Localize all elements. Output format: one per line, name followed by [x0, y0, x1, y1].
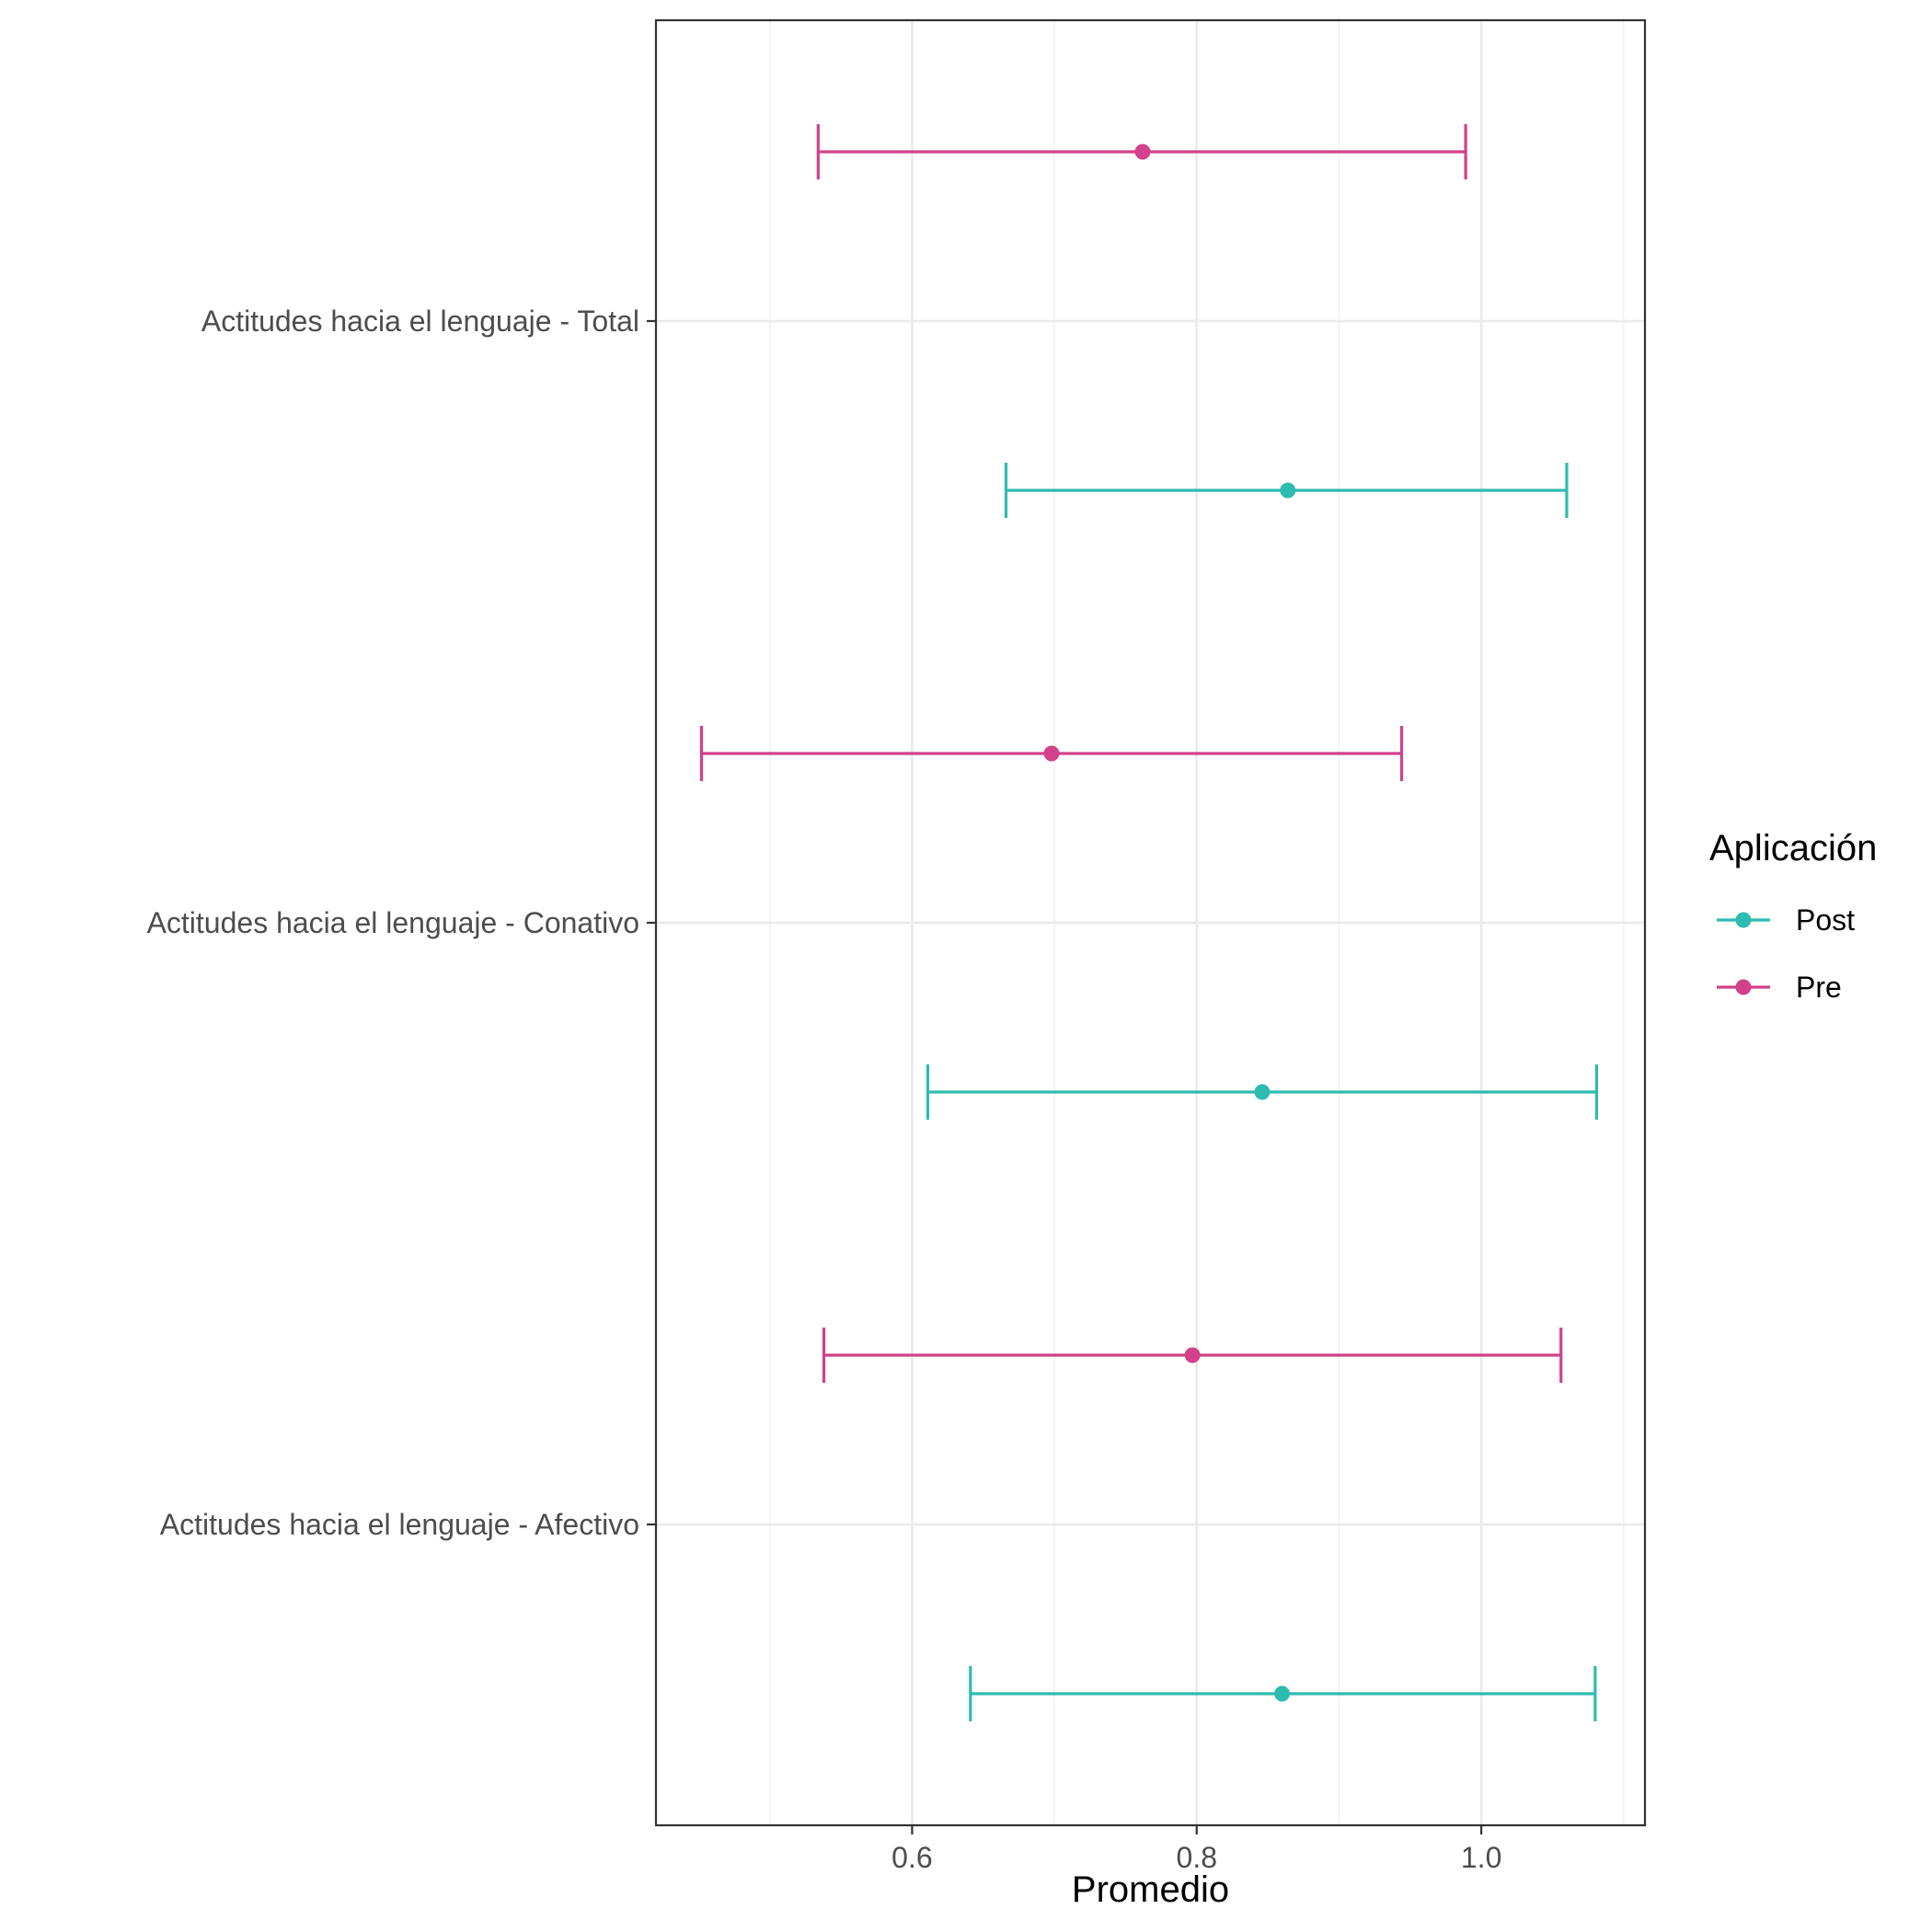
- x-axis-title: Promedio: [1072, 1869, 1229, 1910]
- data-marks: [699, 124, 1599, 1721]
- legend-entry-post: Post: [1717, 903, 1855, 937]
- legend-label: Post: [1796, 903, 1855, 937]
- y-tick-label: Actitudes hacia el lenguaje - Afectivo: [160, 1508, 639, 1541]
- legend: Aplicación Post Pre: [1709, 828, 1877, 1004]
- legend-title: Aplicación: [1709, 828, 1877, 868]
- mean-point: [1134, 144, 1151, 160]
- legend-entries: Post Pre: [1717, 903, 1855, 1004]
- mean-point: [1184, 1347, 1201, 1363]
- series-pre: [699, 124, 1563, 1383]
- axes: 0.6 0.8 1.0 Actitudes hacia el lenguaje - T…: [147, 305, 1502, 1874]
- legend-key-point: [1735, 912, 1752, 928]
- legend-key-point: [1735, 979, 1752, 995]
- legend-label: Pre: [1796, 971, 1842, 1004]
- x-tick-label: 0.8: [1177, 1841, 1217, 1874]
- mean-point: [1254, 1084, 1271, 1100]
- x-tick-label: 1.0: [1461, 1841, 1501, 1874]
- x-tick-label: 0.6: [891, 1841, 932, 1874]
- mean-point: [1043, 745, 1060, 762]
- y-tick-label: Actitudes hacia el lenguaje - Total: [201, 305, 639, 338]
- mean-point: [1274, 1685, 1291, 1702]
- y-tick-label: Actitudes hacia el lenguaje - Conativo: [147, 906, 639, 939]
- series-post: [926, 463, 1599, 1721]
- mean-point: [1280, 482, 1296, 499]
- legend-entry-pre: Pre: [1717, 971, 1842, 1004]
- grid-major: [656, 20, 1645, 1825]
